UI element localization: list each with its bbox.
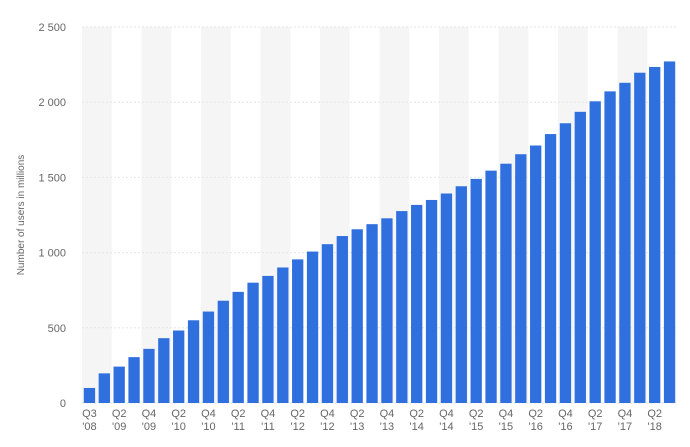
x-tick-label: Q2'11	[231, 408, 246, 433]
x-tick-label: Q4'16	[558, 408, 573, 433]
x-tick-label: Q2'14	[409, 408, 424, 433]
x-tick-label: Q2'17	[588, 408, 603, 433]
bar	[306, 251, 319, 403]
y-tick-label: 500	[48, 323, 66, 335]
x-tick-label: Q4'15	[499, 408, 514, 433]
bar	[277, 267, 289, 403]
x-tick-label: Q2'18	[647, 408, 662, 433]
x-tick-label: Q4'13	[380, 408, 395, 433]
x-tick-label: Q2'13	[350, 408, 365, 433]
y-tick-label: 1 500	[38, 172, 66, 184]
bar	[500, 163, 512, 403]
bar	[173, 330, 185, 403]
bar	[351, 229, 363, 403]
bar	[515, 154, 527, 403]
bar	[485, 170, 497, 403]
bar	[470, 178, 482, 403]
bar	[619, 82, 631, 403]
bar	[425, 199, 438, 403]
bar	[634, 72, 646, 403]
bar	[366, 224, 378, 403]
x-tick-label: Q4'11	[261, 408, 276, 433]
bar	[217, 300, 229, 403]
bar	[574, 111, 586, 404]
bar	[321, 244, 334, 403]
y-tick-label: 2 000	[38, 97, 66, 109]
bar	[113, 366, 125, 403]
bar	[232, 291, 244, 403]
y-tick-label: 0	[60, 398, 66, 410]
bar	[544, 134, 557, 404]
x-tick-label: Q2'10	[171, 408, 186, 433]
bar	[604, 91, 616, 403]
bar	[396, 211, 408, 403]
bar	[336, 236, 348, 403]
bar	[262, 275, 274, 403]
bar	[649, 67, 661, 403]
bar	[187, 320, 200, 403]
bar	[98, 373, 110, 403]
x-tick-label: Q2'16	[528, 408, 543, 433]
bar	[128, 357, 140, 403]
x-tick-label: Q4'12	[320, 408, 335, 433]
bar	[83, 387, 96, 403]
y-tick-label: 1 000	[38, 248, 66, 260]
y-axis-label: Number of users in millions	[16, 155, 27, 276]
x-tick-label: Q2'09	[112, 408, 127, 433]
x-tick-label: Q4'09	[142, 408, 157, 433]
stripe	[82, 27, 112, 403]
y-tick-label: 2 500	[38, 22, 66, 34]
bar	[455, 186, 467, 403]
bar	[158, 338, 170, 403]
bar	[411, 204, 423, 403]
bar	[202, 311, 215, 403]
bar	[589, 101, 601, 403]
bar	[247, 282, 259, 403]
bar	[143, 348, 155, 403]
x-tick-label: Q3'08	[82, 408, 97, 433]
x-tick-label: Q4'17	[618, 408, 633, 433]
x-tick-label: Q4'10	[201, 408, 216, 433]
bar	[530, 145, 542, 403]
bar	[440, 193, 453, 403]
x-tick-label: Q2'12	[290, 408, 305, 433]
bar	[381, 218, 393, 403]
bar	[663, 61, 676, 404]
x-tick-label: Q2'15	[469, 408, 484, 433]
x-tick-label: Q4'14	[439, 408, 454, 433]
bar	[559, 123, 572, 404]
bar	[292, 259, 304, 403]
